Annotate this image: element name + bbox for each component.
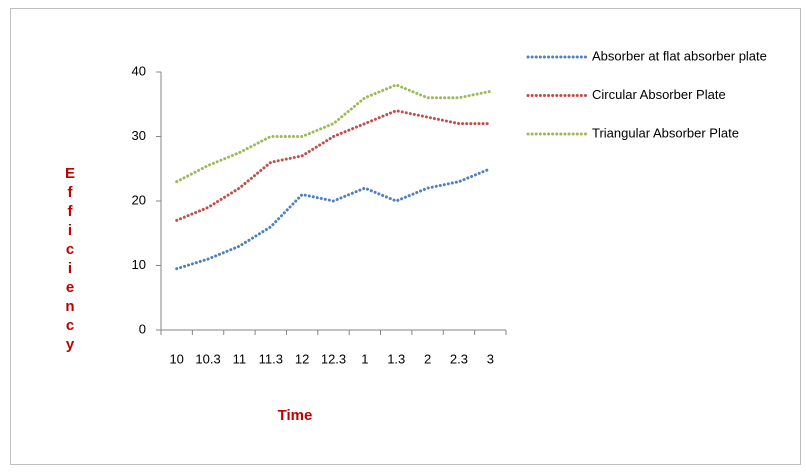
x-tick-label: 12 <box>295 351 309 366</box>
legend-label: Triangular Absorber Plate <box>592 125 739 140</box>
y-tick-label: 10 <box>132 257 146 272</box>
y-tick-label: 40 <box>132 63 146 78</box>
x-tick-label: 3 <box>487 351 494 366</box>
series-line <box>175 109 492 222</box>
series-line <box>175 83 492 184</box>
y-axis-title: Efficiency <box>62 165 79 355</box>
x-tick-label: 2.3 <box>450 351 468 366</box>
x-tick-label: 10.3 <box>195 351 220 366</box>
legend-label: Circular Absorber Plate <box>592 87 726 102</box>
y-tick-label: 20 <box>132 192 146 207</box>
legend-label: Absorber at flat absorber plate <box>592 48 767 63</box>
x-tick-label: 1.3 <box>387 351 405 366</box>
x-tick-label: 2 <box>424 351 431 366</box>
series-line <box>175 167 492 271</box>
x-tick-label: 1 <box>361 351 368 366</box>
y-tick-label: 30 <box>132 128 146 143</box>
y-tick-label: 0 <box>139 321 146 336</box>
x-tick-label: 10 <box>169 351 183 366</box>
chart-border <box>10 8 801 465</box>
x-tick-label: 11.3 <box>259 351 283 366</box>
x-axis-title: Time <box>278 407 313 424</box>
x-tick-label: 12.3 <box>321 351 346 366</box>
x-tick-label: 11 <box>233 351 247 366</box>
